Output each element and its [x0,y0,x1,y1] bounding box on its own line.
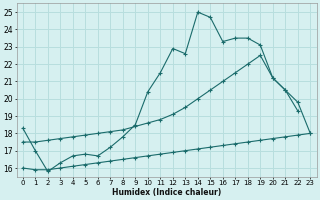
X-axis label: Humidex (Indice chaleur): Humidex (Indice chaleur) [112,188,221,197]
